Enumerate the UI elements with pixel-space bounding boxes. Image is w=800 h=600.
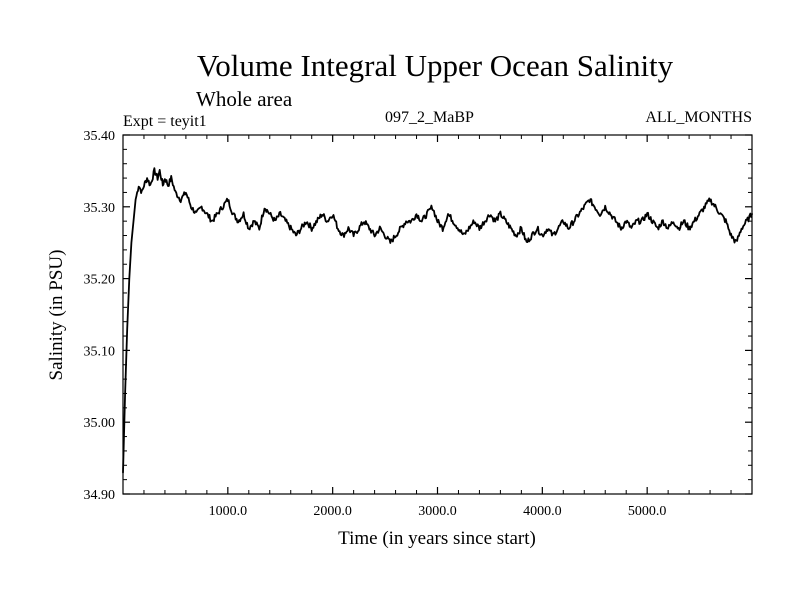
x-tick-label: 4000.0: [523, 504, 562, 519]
salinity-series-line: [122, 167, 753, 474]
experiment-label: Expt = teyit1: [123, 113, 207, 130]
y-tick-label: 35.40: [84, 129, 116, 144]
plot-frame: [122, 134, 753, 495]
x-tick-label: 2000.0: [313, 504, 352, 519]
y-tick-label: 34.90: [84, 488, 116, 503]
x-axis-ticks: 1000.0 2000.0 3000.0 4000.0 5000.0: [143, 135, 732, 519]
y-tick-label: 35.10: [84, 344, 116, 359]
x-tick-label: 3000.0: [418, 504, 457, 519]
y-axis-ticks: 34.90 35.00 35.10 35.20 35.30 35.40: [84, 129, 752, 503]
run-label: 097_2_MaBP: [385, 109, 474, 126]
x-axis-label: Time (in years since start): [338, 528, 536, 549]
x-tick-label: 1000.0: [209, 504, 248, 519]
x-tick-label: 5000.0: [628, 504, 667, 519]
y-tick-label: 35.00: [84, 416, 116, 431]
y-tick-label: 35.30: [84, 201, 116, 216]
chart-title: Volume Integral Upper Ocean Salinity: [197, 48, 674, 83]
chart-subtitle: Whole area: [196, 87, 293, 111]
months-label: ALL_MONTHS: [645, 109, 752, 126]
y-axis-label: Salinity (in PSU): [46, 250, 67, 381]
y-tick-label: 35.20: [84, 273, 116, 288]
